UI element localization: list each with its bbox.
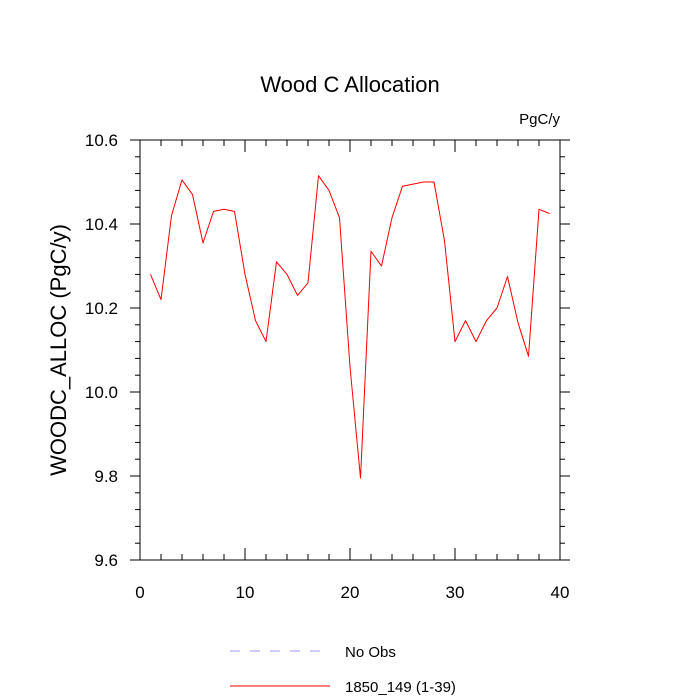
series-line-1850-149-1-39 [150, 175, 550, 479]
axis-ticks [130, 139, 570, 561]
legend-label-no-obs: No Obs [345, 644, 396, 661]
x-tick-label: 40 [551, 583, 570, 602]
x-tick-label: 10 [236, 583, 255, 602]
x-tick-label: 0 [135, 583, 144, 602]
x-tick-label: 30 [446, 583, 465, 602]
y-tick-labels: 9.6 9.8 10.0 10.2 10.4 10.6 [85, 131, 118, 570]
x-tick-labels: 0 10 20 30 40 [135, 583, 569, 602]
legend-label-1850-149: 1850_149 (1-39) [345, 679, 456, 696]
y-tick-label: 9.6 [94, 551, 118, 570]
series-layer [150, 175, 550, 479]
y-tick-label: 10.2 [85, 299, 118, 318]
x-tick-label: 20 [341, 583, 360, 602]
legend: No Obs 1850_149 (1-39) [230, 644, 456, 696]
y-tick-label: 10.6 [85, 131, 118, 150]
y-tick-label: 10.4 [85, 215, 118, 234]
y-axis-label: WOODC_ALLOC (PgC/y) [46, 224, 71, 476]
y-tick-label: 9.8 [94, 467, 118, 486]
chart-title: Wood C Allocation [260, 72, 439, 97]
y-tick-label: 10.0 [85, 383, 118, 402]
units-label: PgC/y [519, 111, 560, 128]
